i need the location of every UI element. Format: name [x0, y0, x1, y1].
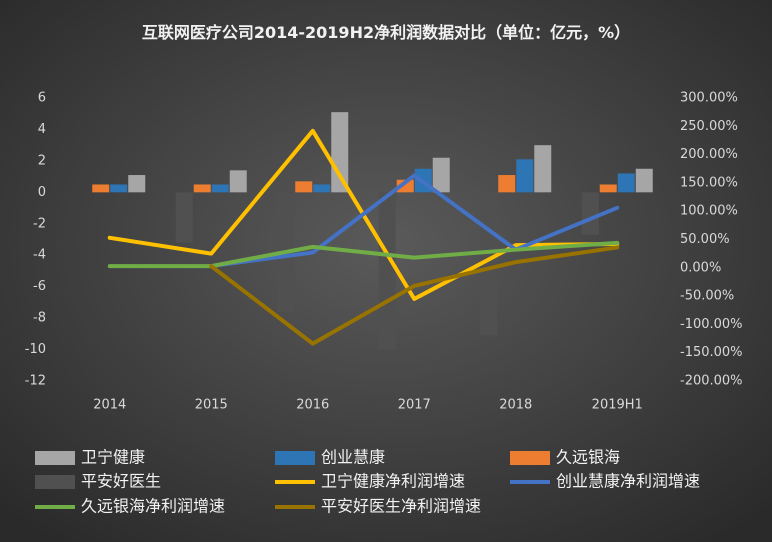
legend-label: 卫宁健康净利润增速: [321, 472, 465, 491]
y-tick-label: 4: [38, 122, 46, 137]
bar: [128, 175, 146, 193]
legend-swatch: [35, 451, 75, 465]
y-tick-label: -2: [33, 216, 46, 231]
x-tick-label: 2019H1: [592, 398, 643, 413]
bar: [229, 170, 247, 193]
chart-title: 互联网医疗公司2014-2019H2净利润数据对比（单位：亿元，%）: [141, 23, 631, 42]
legend-label: 创业慧康净利润增速: [556, 472, 700, 491]
legend-label: 平安好医生净利润增速: [321, 497, 481, 516]
legend-label: 久远银海净利润增速: [81, 497, 225, 516]
bar: [92, 184, 110, 193]
legend-swatch: [275, 451, 315, 465]
y2-tick-label: 250.00%: [680, 119, 738, 134]
y-tick-label: -6: [33, 279, 46, 294]
bar: [313, 184, 331, 193]
bar: [617, 173, 635, 193]
legend-label: 平安好医生: [81, 472, 161, 491]
legend-label: 卫宁健康: [81, 448, 145, 467]
bar: [581, 192, 599, 235]
y2-tick-label: -200.00%: [680, 374, 743, 389]
y2-tick-label: -150.00%: [680, 345, 743, 360]
y2-tick-label: 0.00%: [680, 260, 721, 275]
bar: [498, 175, 516, 193]
y-tick-label: -8: [33, 311, 46, 326]
y2-tick-label: 50.00%: [680, 232, 730, 247]
x-tick-label: 2017: [398, 398, 431, 413]
x-tick-label: 2015: [195, 398, 228, 413]
x-tick-label: 2014: [93, 398, 126, 413]
line: [209, 245, 620, 346]
line: [107, 240, 620, 269]
bar: [534, 145, 552, 193]
bar: [331, 112, 349, 193]
bar: [211, 184, 229, 193]
y2-tick-label: 150.00%: [680, 175, 738, 190]
y2-tick-label: 100.00%: [680, 204, 738, 219]
bar: [193, 184, 211, 193]
bar: [110, 184, 128, 193]
x-tick-label: 2018: [499, 398, 532, 413]
y-tick-label: 2: [38, 153, 46, 168]
bar: [295, 181, 313, 193]
y2-tick-label: 300.00%: [680, 91, 738, 106]
y2-tick-label: 200.00%: [680, 147, 738, 162]
bar: [516, 159, 534, 193]
y2-tick-label: -100.00%: [680, 317, 743, 332]
y-tick-label: -12: [25, 374, 46, 389]
bar: [396, 179, 414, 193]
y-tick-label: 6: [38, 91, 46, 106]
legend-swatch: [35, 475, 75, 489]
x-tick-label: 2016: [296, 398, 329, 413]
bar: [378, 192, 396, 350]
bar: [432, 157, 450, 193]
y-tick-label: -10: [25, 342, 46, 357]
bar: [175, 192, 193, 243]
line: [209, 173, 620, 269]
bar: [599, 184, 617, 193]
y2-tick-label: -50.00%: [680, 289, 734, 304]
legend-swatch: [510, 451, 550, 465]
legend-label: 创业慧康: [321, 448, 385, 467]
bar: [635, 168, 653, 193]
y-tick-label: -4: [33, 248, 46, 263]
y-tick-label: 0: [38, 185, 46, 200]
legend-label: 久远银海: [556, 448, 620, 467]
